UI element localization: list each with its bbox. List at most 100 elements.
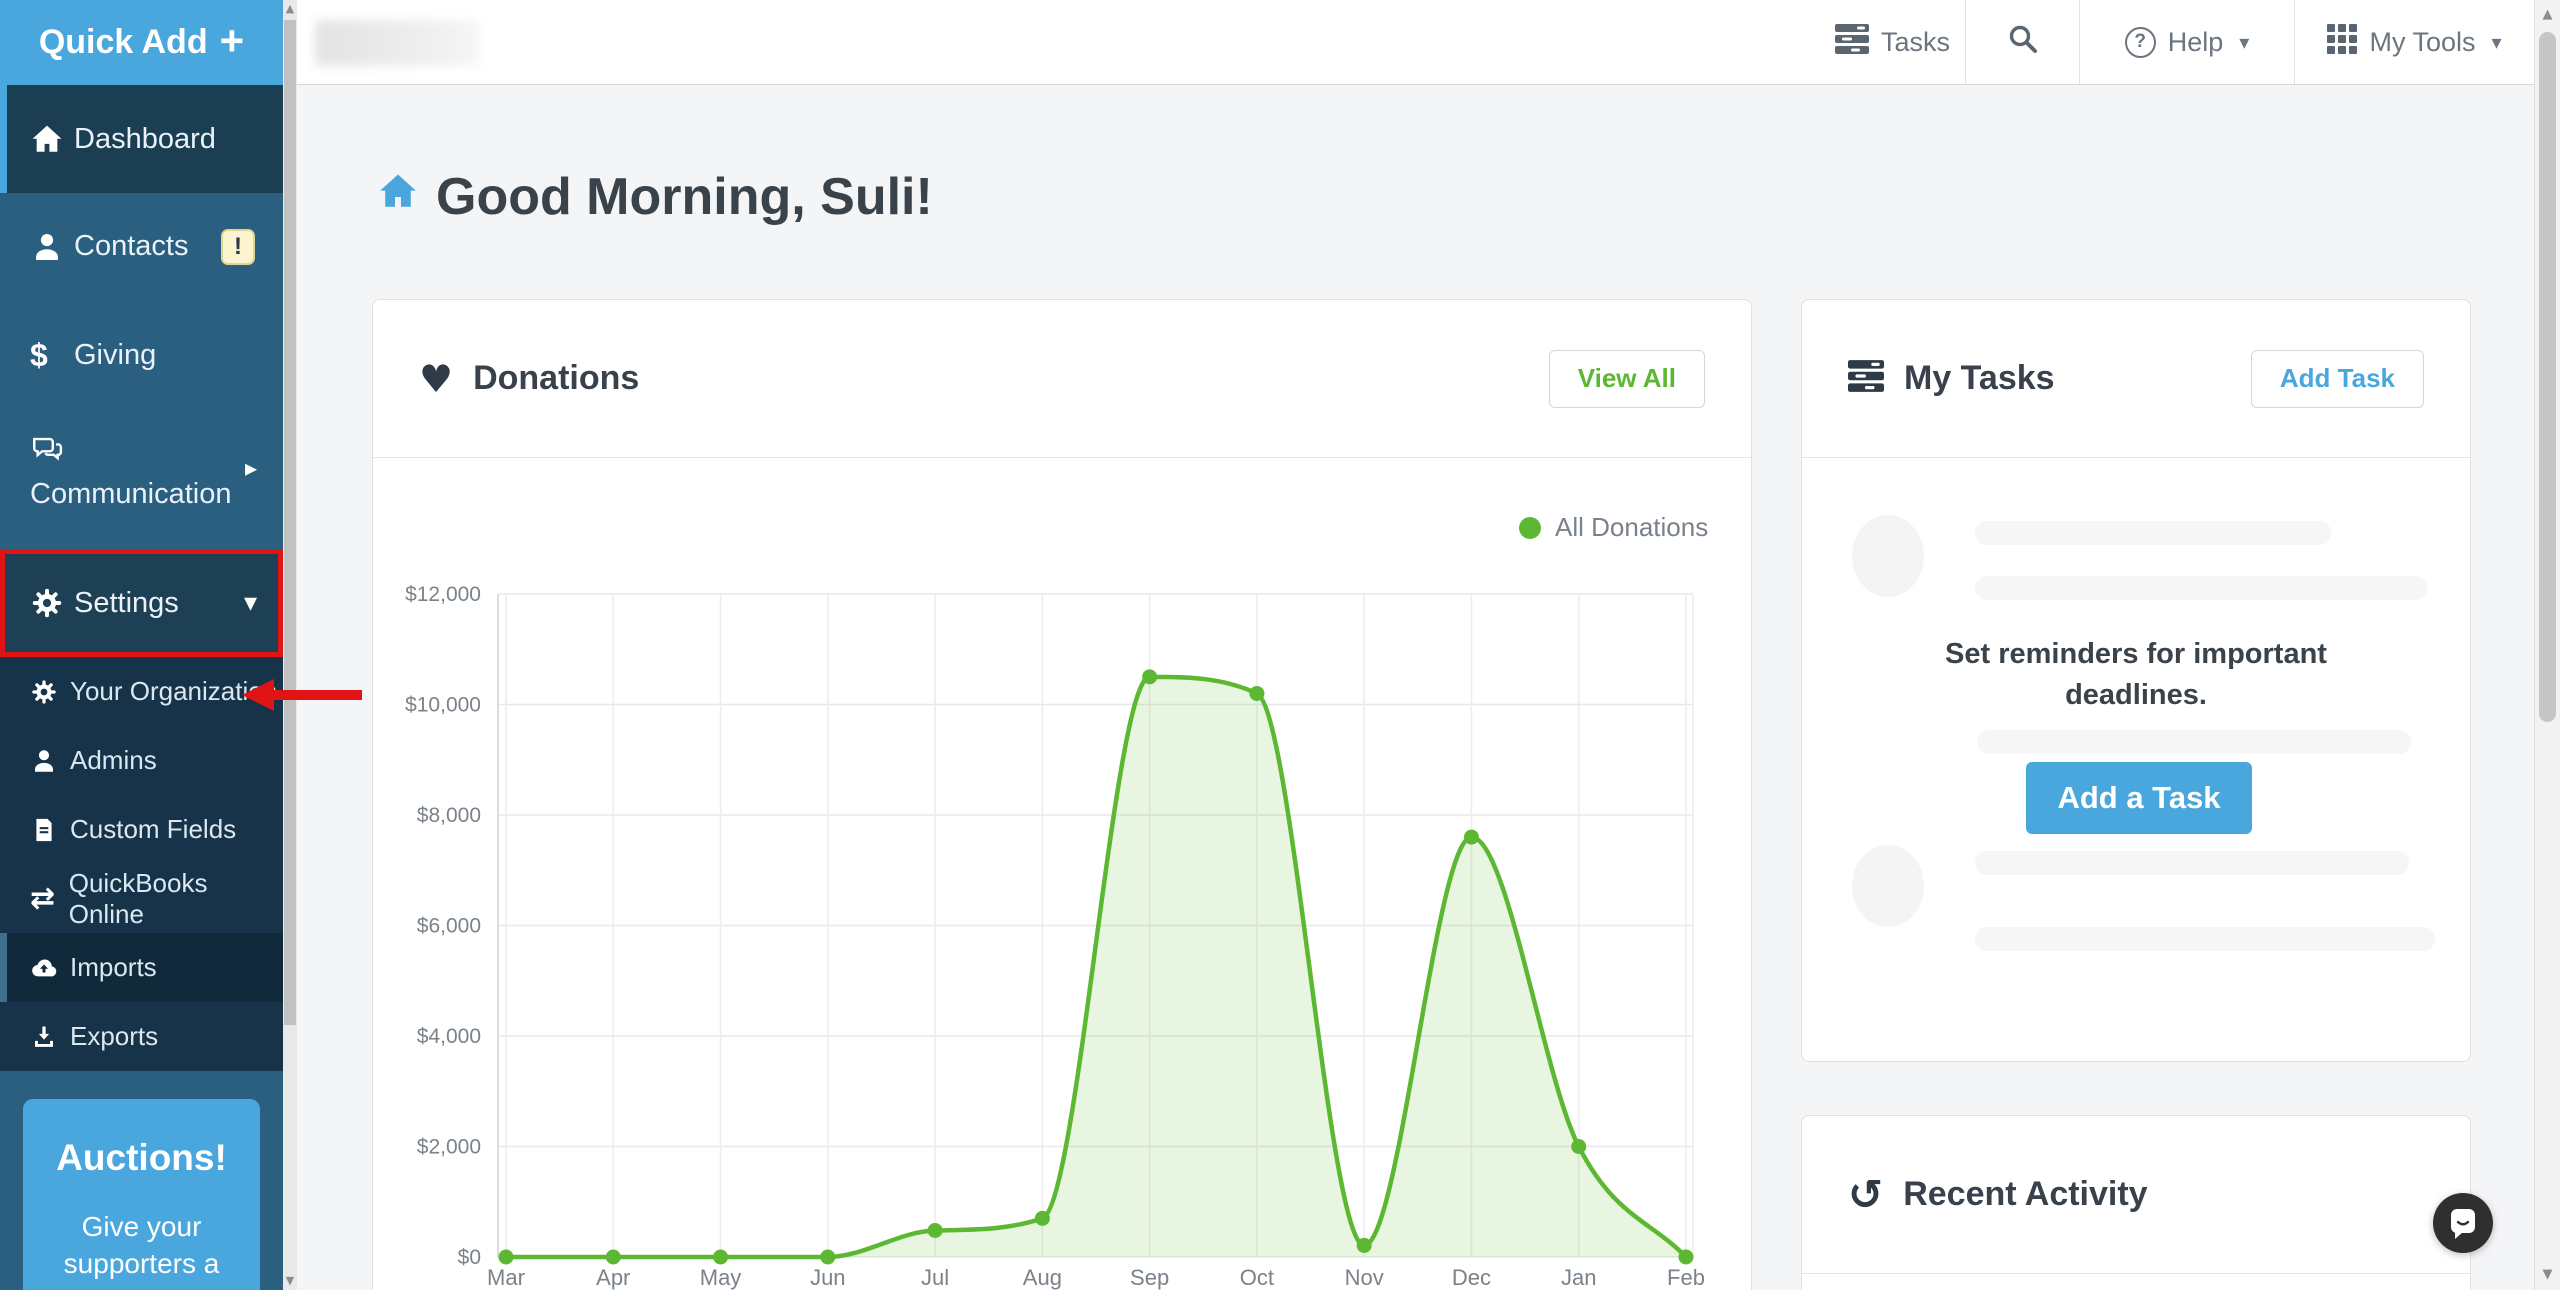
- recent-activity-title: Recent Activity: [1903, 1175, 2148, 1213]
- contacts-alert-badge: !: [221, 228, 255, 265]
- sidebar-item-quickbooks-online[interactable]: ⇄ QuickBooks Online: [0, 864, 283, 933]
- download-icon: [30, 1023, 70, 1051]
- auctions-promo-card[interactable]: Auctions! Give your supporters a better …: [23, 1099, 260, 1290]
- scroll-down-icon[interactable]: ▼: [285, 1274, 295, 1287]
- svg-text:Apr: Apr: [596, 1265, 630, 1290]
- sidebar-item-contacts[interactable]: Contacts !: [0, 193, 283, 300]
- svg-text:$6,000: $6,000: [417, 915, 481, 938]
- user-icon: [30, 747, 70, 775]
- empty-state-text: deadlines.: [2065, 679, 2207, 711]
- search-icon: [2007, 23, 2039, 62]
- tasks-list-icon: [1834, 23, 1869, 61]
- svg-text:Feb: Feb: [1667, 1265, 1705, 1290]
- sidebar-scrollbar-thumb[interactable]: [284, 20, 296, 1025]
- svg-text:Jan: Jan: [1561, 1265, 1596, 1290]
- quick-add-label: Quick Add: [38, 23, 208, 61]
- sidebar-item-imports[interactable]: Imports: [0, 933, 283, 1002]
- sidebar-item-label: Dashboard: [74, 122, 216, 155]
- tasks-menu-item[interactable]: Tasks: [1820, 0, 1965, 84]
- donations-card: ♥ Donations View All All Donations $0 $2,…: [372, 299, 1752, 1290]
- home-icon: [377, 170, 419, 217]
- history-icon: ↺: [1848, 1169, 1884, 1219]
- my-tools-label: My Tools: [2369, 26, 2476, 57]
- my-tasks-card-header: My Tasks Add Task: [1802, 300, 2470, 458]
- empty-state-text: Set reminders for important: [1945, 638, 2327, 670]
- skeleton-avatar: [1852, 845, 1924, 927]
- svg-text:$4,000: $4,000: [417, 1025, 481, 1048]
- recent-activity-header: ↺ Recent Activity: [1802, 1116, 2470, 1274]
- sidebar-item-label: Exports: [70, 1021, 159, 1051]
- sidebar-item-admins[interactable]: Admins: [0, 726, 283, 795]
- skeleton-bar: [1975, 576, 2427, 600]
- quick-add-button[interactable]: Quick Add +: [0, 0, 283, 85]
- page-scrollbar-thumb[interactable]: [2539, 32, 2556, 722]
- sidebar-item-exports[interactable]: Exports: [0, 1002, 283, 1071]
- skeleton-bar: [1975, 521, 2331, 545]
- heart-icon: ♥: [419, 356, 454, 401]
- sidebar-item-your-organization[interactable]: Your Organization: [0, 657, 283, 726]
- user-icon: [30, 230, 74, 264]
- add-a-task-button[interactable]: Add a Task: [2026, 762, 2252, 834]
- view-all-button[interactable]: View All: [1548, 349, 1705, 408]
- help-menu-item[interactable]: ? Help ▾: [2079, 0, 2294, 84]
- recent-activity-card: ↺ Recent Activity: [1801, 1115, 2471, 1290]
- svg-text:$2,000: $2,000: [417, 1136, 481, 1159]
- page-title: Good Morning, Suli!: [436, 168, 933, 226]
- sidebar-item-label: Contacts: [74, 230, 189, 262]
- skeleton-avatar: [1852, 515, 1924, 597]
- skeleton-bar: [1975, 851, 2409, 875]
- sidebar-item-label: Settings: [74, 586, 179, 619]
- legend-label: All Donations: [1555, 512, 1709, 542]
- svg-text:$10,000: $10,000: [405, 694, 481, 717]
- document-icon: [30, 816, 70, 844]
- donations-chart-svg: $0 $2,000 $4,000 $6,000 $8,000 $10,000 $12,000…: [405, 583, 1705, 1290]
- my-tasks-card: My Tasks Add Task Set reminders for impo…: [1801, 299, 2471, 1062]
- sidebar: Quick Add + Dashboard Contacts ! $ Givin…: [0, 0, 283, 1290]
- sidebar-item-dashboard[interactable]: Dashboard: [0, 85, 283, 193]
- active-indicator: [0, 933, 7, 1002]
- sidebar-item-custom-fields[interactable]: Custom Fields: [0, 795, 283, 864]
- scroll-down-icon[interactable]: ▼: [2542, 1267, 2553, 1282]
- sidebar-footer: Auctions! Give your supporters a better …: [0, 1071, 283, 1290]
- skeleton-bar: [1977, 730, 2411, 754]
- svg-text:Mar: Mar: [487, 1265, 525, 1290]
- add-task-button[interactable]: Add Task: [2250, 349, 2424, 408]
- donations-card-header: ♥ Donations View All: [373, 300, 1751, 458]
- scroll-up-icon[interactable]: ▲: [2542, 7, 2553, 22]
- legend-dot-icon: [1519, 516, 1541, 539]
- promo-title: Auctions!: [56, 1137, 227, 1178]
- active-indicator: [0, 85, 7, 193]
- sidebar-scrollbar[interactable]: ▲ ▼: [283, 0, 297, 1290]
- sidebar-item-label: Imports: [70, 952, 157, 982]
- sidebar-item-communication[interactable]: ▸ Communication: [0, 410, 283, 549]
- help-icon: ?: [2124, 26, 2156, 58]
- svg-text:$8,000: $8,000: [417, 804, 481, 827]
- scroll-up-icon[interactable]: ▲: [285, 2, 295, 15]
- svg-text:$12,000: $12,000: [405, 583, 481, 606]
- gear-icon: [30, 586, 74, 620]
- chevron-right-icon: ▸: [244, 454, 257, 482]
- chat-bubbles-icon: [30, 432, 64, 474]
- help-label: Help: [2167, 26, 2224, 57]
- sidebar-item-settings[interactable]: Settings ▾: [0, 549, 283, 657]
- home-icon: [30, 122, 74, 156]
- chat-bubble-icon: [2451, 1209, 2475, 1239]
- svg-text:Oct: Oct: [1240, 1265, 1274, 1290]
- chat-launcher-button[interactable]: [2433, 1193, 2493, 1253]
- dollar-icon: $: [30, 336, 48, 373]
- sidebar-item-giving[interactable]: $ Giving: [0, 300, 283, 410]
- page-scrollbar[interactable]: ▲ ▼: [2534, 0, 2560, 1290]
- sidebar-item-label: Communication: [30, 478, 232, 510]
- svg-text:Aug: Aug: [1023, 1265, 1062, 1290]
- search-button[interactable]: [1965, 0, 2079, 84]
- chevron-down-icon: ▾: [2491, 30, 2502, 54]
- top-menu: Tasks ? Help ▾: [1820, 0, 2534, 84]
- donations-title: Donations: [473, 359, 640, 397]
- grid-icon: [2327, 23, 2358, 61]
- svg-text:$0: $0: [458, 1246, 481, 1269]
- chart-legend: All Donations: [1519, 512, 1708, 543]
- tasks-label: Tasks: [1880, 26, 1951, 57]
- my-tools-menu-item[interactable]: My Tools ▾: [2294, 0, 2534, 84]
- cloud-upload-icon: [30, 954, 70, 982]
